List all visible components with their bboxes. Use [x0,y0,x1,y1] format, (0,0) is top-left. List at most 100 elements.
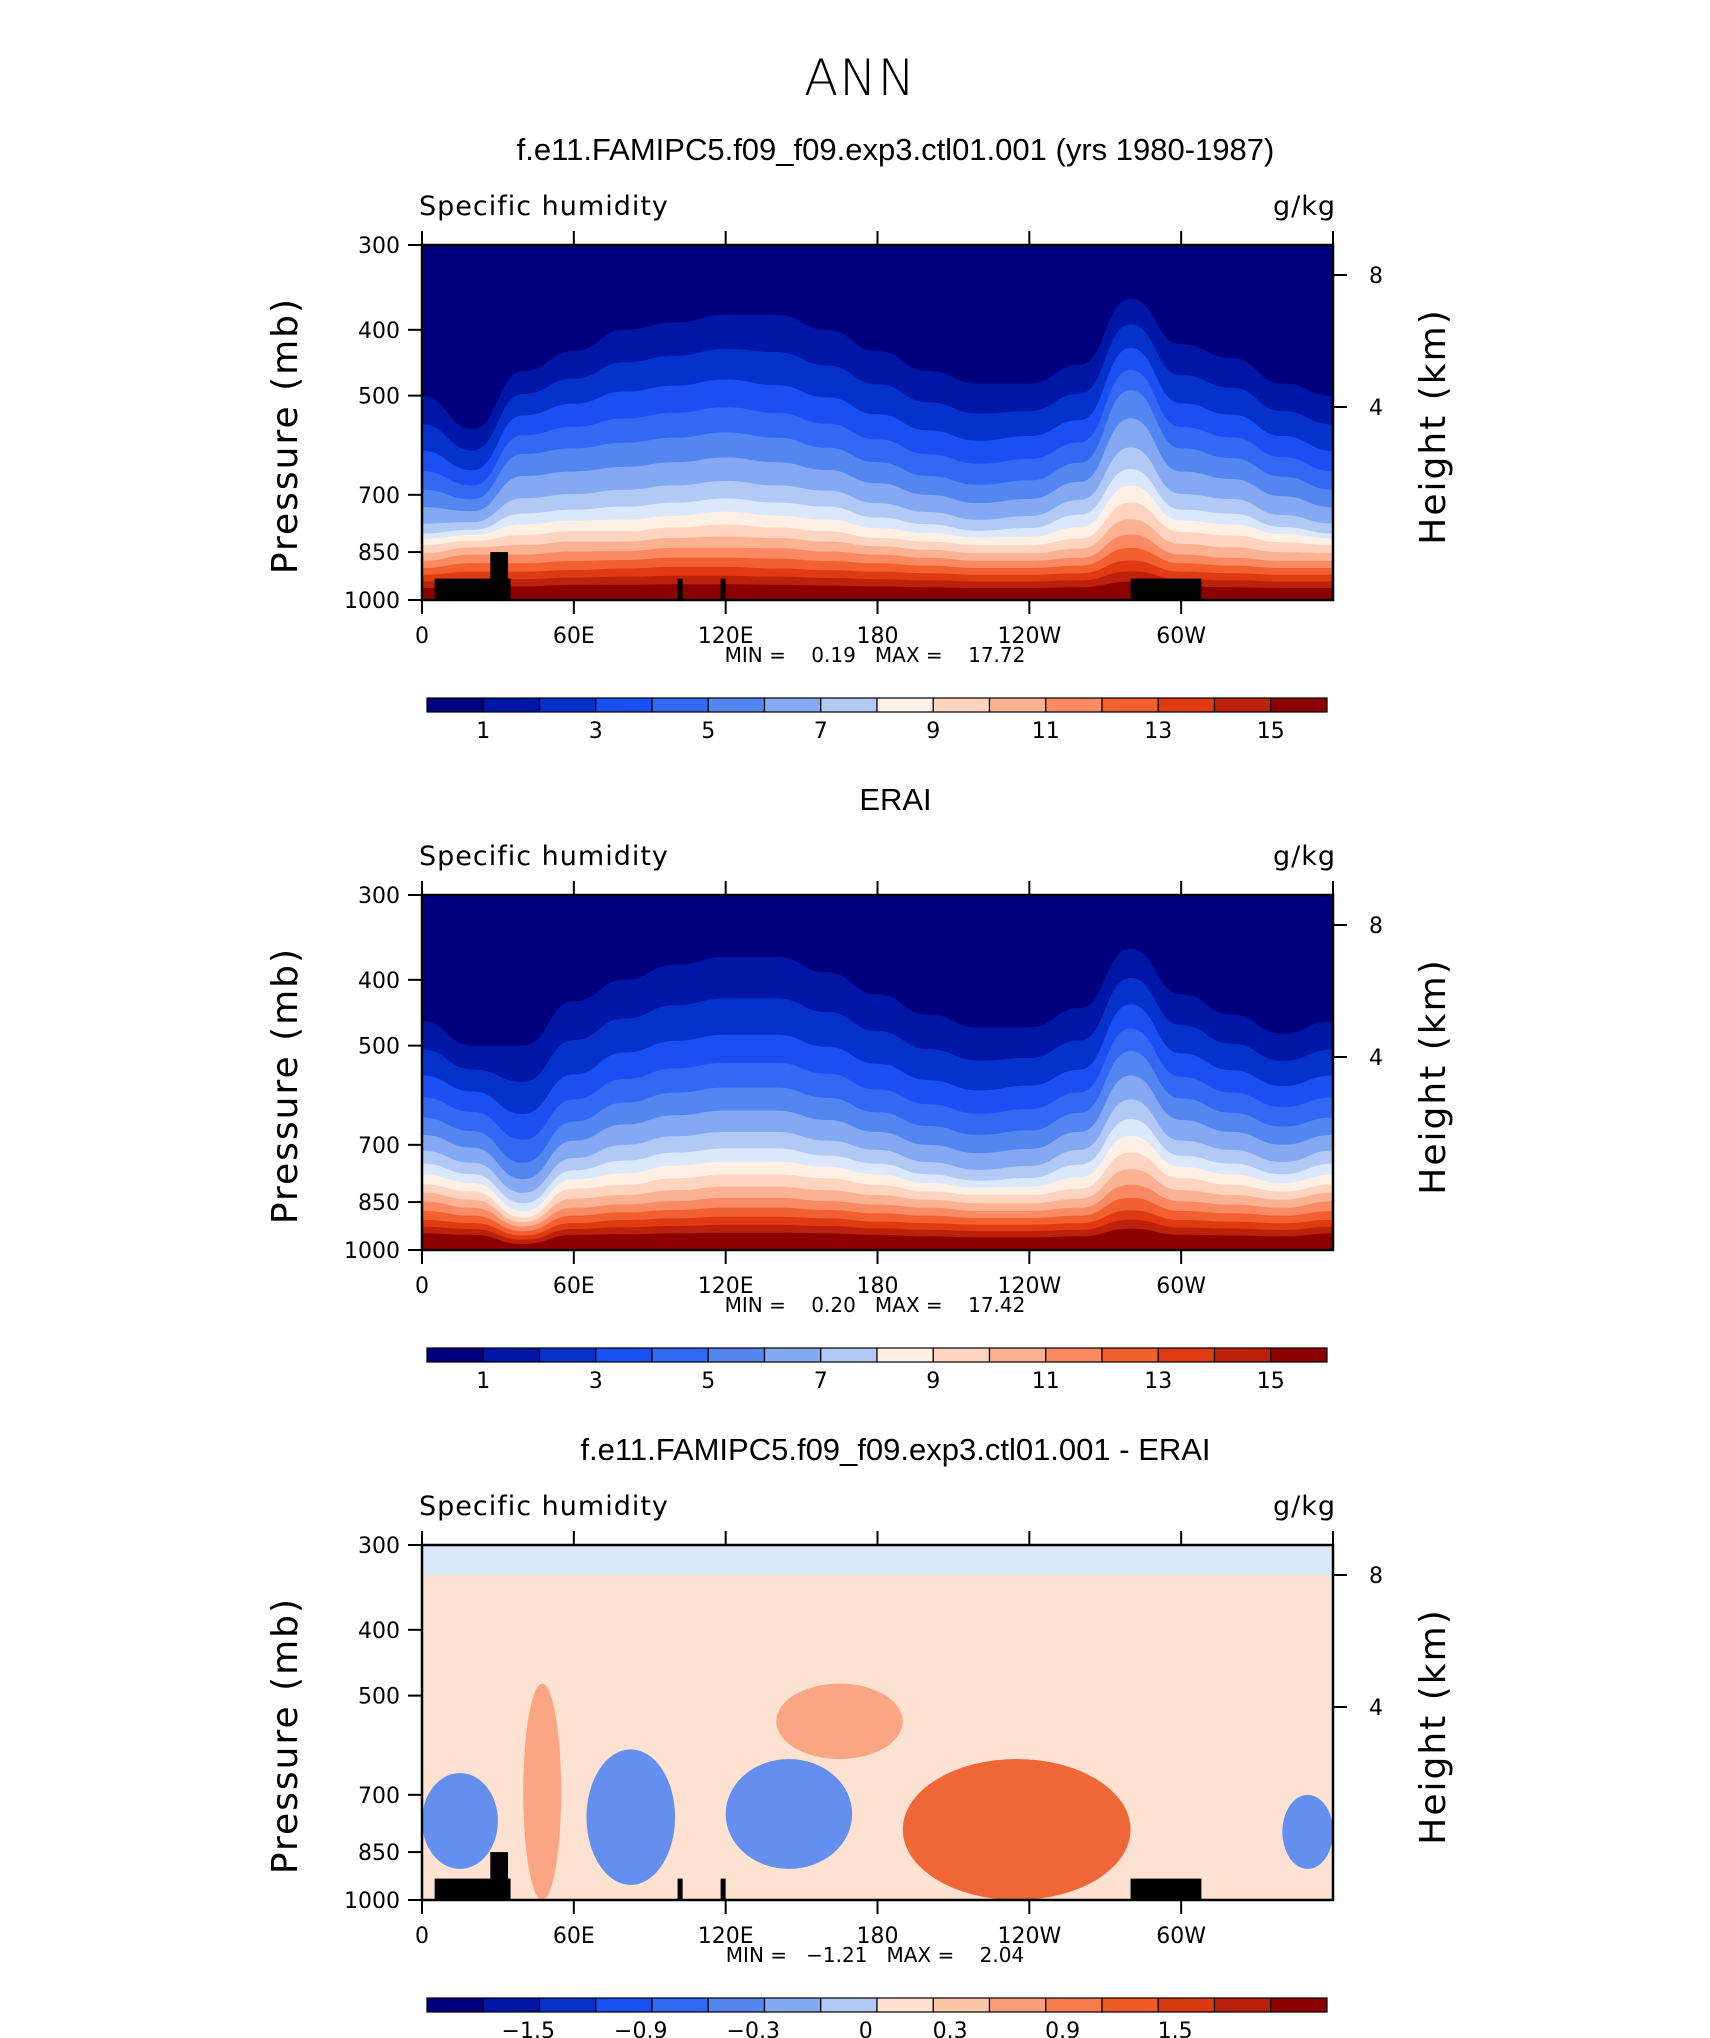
y2-tick-label: 4 [1369,1046,1383,1071]
colorbar-segment [1270,697,1328,713]
y-tick-label: 400 [358,969,400,994]
panel-1: 300 400 500 700 850 1000 8 4 0 60E 120E 180 120W 60W f… [265,132,1454,744]
anomaly-region-positive [523,1683,562,1900]
y2-tick-label: 8 [1369,1564,1383,1589]
x-tick-label: 60W [1156,1274,1206,1299]
y-tick-label: 400 [358,319,400,344]
colorbar-segment [763,1347,822,1363]
x-tick-label: 60W [1156,1924,1206,1949]
colorbar-segment [482,1347,541,1363]
anomaly-region-positive [902,1759,1131,1900]
y2-tick-label: 4 [1369,1696,1383,1721]
colorbar-segment [932,697,991,713]
y2-axis-title: Height (km) [1413,958,1454,1194]
colorbar-segment [482,1997,541,2013]
anomaly-region-positive [776,1683,903,1760]
x-tick-label: 60E [553,1274,595,1299]
topography-mask [490,552,509,600]
colorbar-segment [1157,1347,1216,1363]
topography-mask [720,578,726,600]
panel-title: f.e11.FAMIPC5.f09_f09.exp3.ctl01.001 (yr… [517,132,1275,167]
variable-label: Specific humidity [419,841,669,872]
topography-mask [677,578,683,600]
colorbar-segment [538,1347,597,1363]
colorbar-label: 9 [926,1369,940,1394]
colorbar-segment [707,1347,766,1363]
colorbar-segment [876,697,934,713]
colorbar-segment [426,1347,484,1363]
colorbar-label: 0.9 [1045,2019,1080,2038]
colorbar-segment [426,1997,484,2013]
colorbar-segment [1101,697,1159,713]
colorbar-segment [1101,1347,1159,1363]
colorbar-label: −0.3 [727,2019,780,2038]
colorbar-segment [538,697,597,713]
y-tick-label: 850 [358,1191,400,1216]
colorbar-label: 1 [476,1369,490,1394]
colorbar-label: 15 [1257,1369,1285,1394]
x-tick-label: 0 [415,1274,429,1299]
colorbar-label: 0.3 [933,2019,968,2038]
anomaly-region-negative [422,1772,498,1869]
y2-tick-label: 4 [1369,396,1383,421]
colorbar-segment [763,697,822,713]
colorbar-segment [820,1347,878,1363]
x-tick-label: 180 [857,1274,899,1299]
colorbar-segment [1213,1997,1272,2013]
colorbar-label: 3 [589,719,603,744]
colorbar-segment [707,697,766,713]
anomaly-region-negative [725,1759,853,1869]
colorbar-label: 5 [701,719,715,744]
min-max-stats: MIN = 0.19 MAX = 17.72 [725,643,1026,667]
colorbar-label: 15 [1257,719,1285,744]
anomaly-region-negative [586,1749,676,1885]
colorbar-segment [595,1347,653,1363]
y-tick-label: 850 [358,541,400,566]
plot-area [422,1545,1333,1900]
units-label: g/kg [1273,1491,1336,1522]
y2-tick-label: 8 [1369,914,1383,939]
colorbar-segment [651,697,709,713]
colorbar-label: 11 [1032,719,1060,744]
colorbar-segment [876,1347,934,1363]
contour-band-16 [422,1228,1333,1250]
colorbar-label: 11 [1032,1369,1060,1394]
y-tick-label: 700 [358,1784,400,1809]
colorbar-segment [988,1347,1047,1363]
colorbar-segment [1157,1997,1216,2013]
colorbar-segment [1157,697,1216,713]
topography-mask [720,1878,726,1900]
panel-3: 300 400 500 700 850 1000 8 4 0 60E 120E 180 120W 60W f… [265,1432,1454,2038]
colorbar-segment [1045,1347,1103,1363]
colorbar-label: −0.9 [614,2019,667,2038]
y-axis-title: Pressure (mb) [265,297,306,574]
panel-title: f.e11.FAMIPC5.f09_f09.exp3.ctl01.001 - E… [580,1432,1210,1467]
colorbar-segment [932,1997,991,2013]
y-tick-label: 1000 [344,589,400,614]
y-tick-label: 1000 [344,1239,400,1264]
colorbar-label: 0 [859,2019,873,2038]
colorbar-label: −1.5 [502,2019,555,2038]
colorbar-segment [1270,1347,1328,1363]
y-tick-label: 300 [358,234,400,259]
colorbar-label: 9 [926,719,940,744]
y-tick-label: 850 [358,1841,400,1866]
colorbar-segment [426,697,484,713]
colorbar-label: 13 [1144,719,1172,744]
units-label: g/kg [1273,191,1336,222]
x-tick-label: 60E [553,1924,595,1949]
y-tick-label: 500 [358,1685,400,1710]
colorbar-segment [763,1997,822,2013]
x-tick-label: 60E [553,624,595,649]
x-tick-label: 0 [415,1924,429,1949]
colorbar-segment [595,1997,653,2013]
field-upper-band [422,1545,1333,1575]
x-tick-label: 180 [857,1924,899,1949]
x-tick-label: 120E [698,1924,754,1949]
colorbar-segment [876,1997,934,2013]
x-tick-label: 120W [997,1924,1061,1949]
colorbar-segment [1213,697,1272,713]
colorbar-label: 13 [1144,1369,1172,1394]
plot-area [422,245,1333,600]
plot-area [422,895,1333,1250]
